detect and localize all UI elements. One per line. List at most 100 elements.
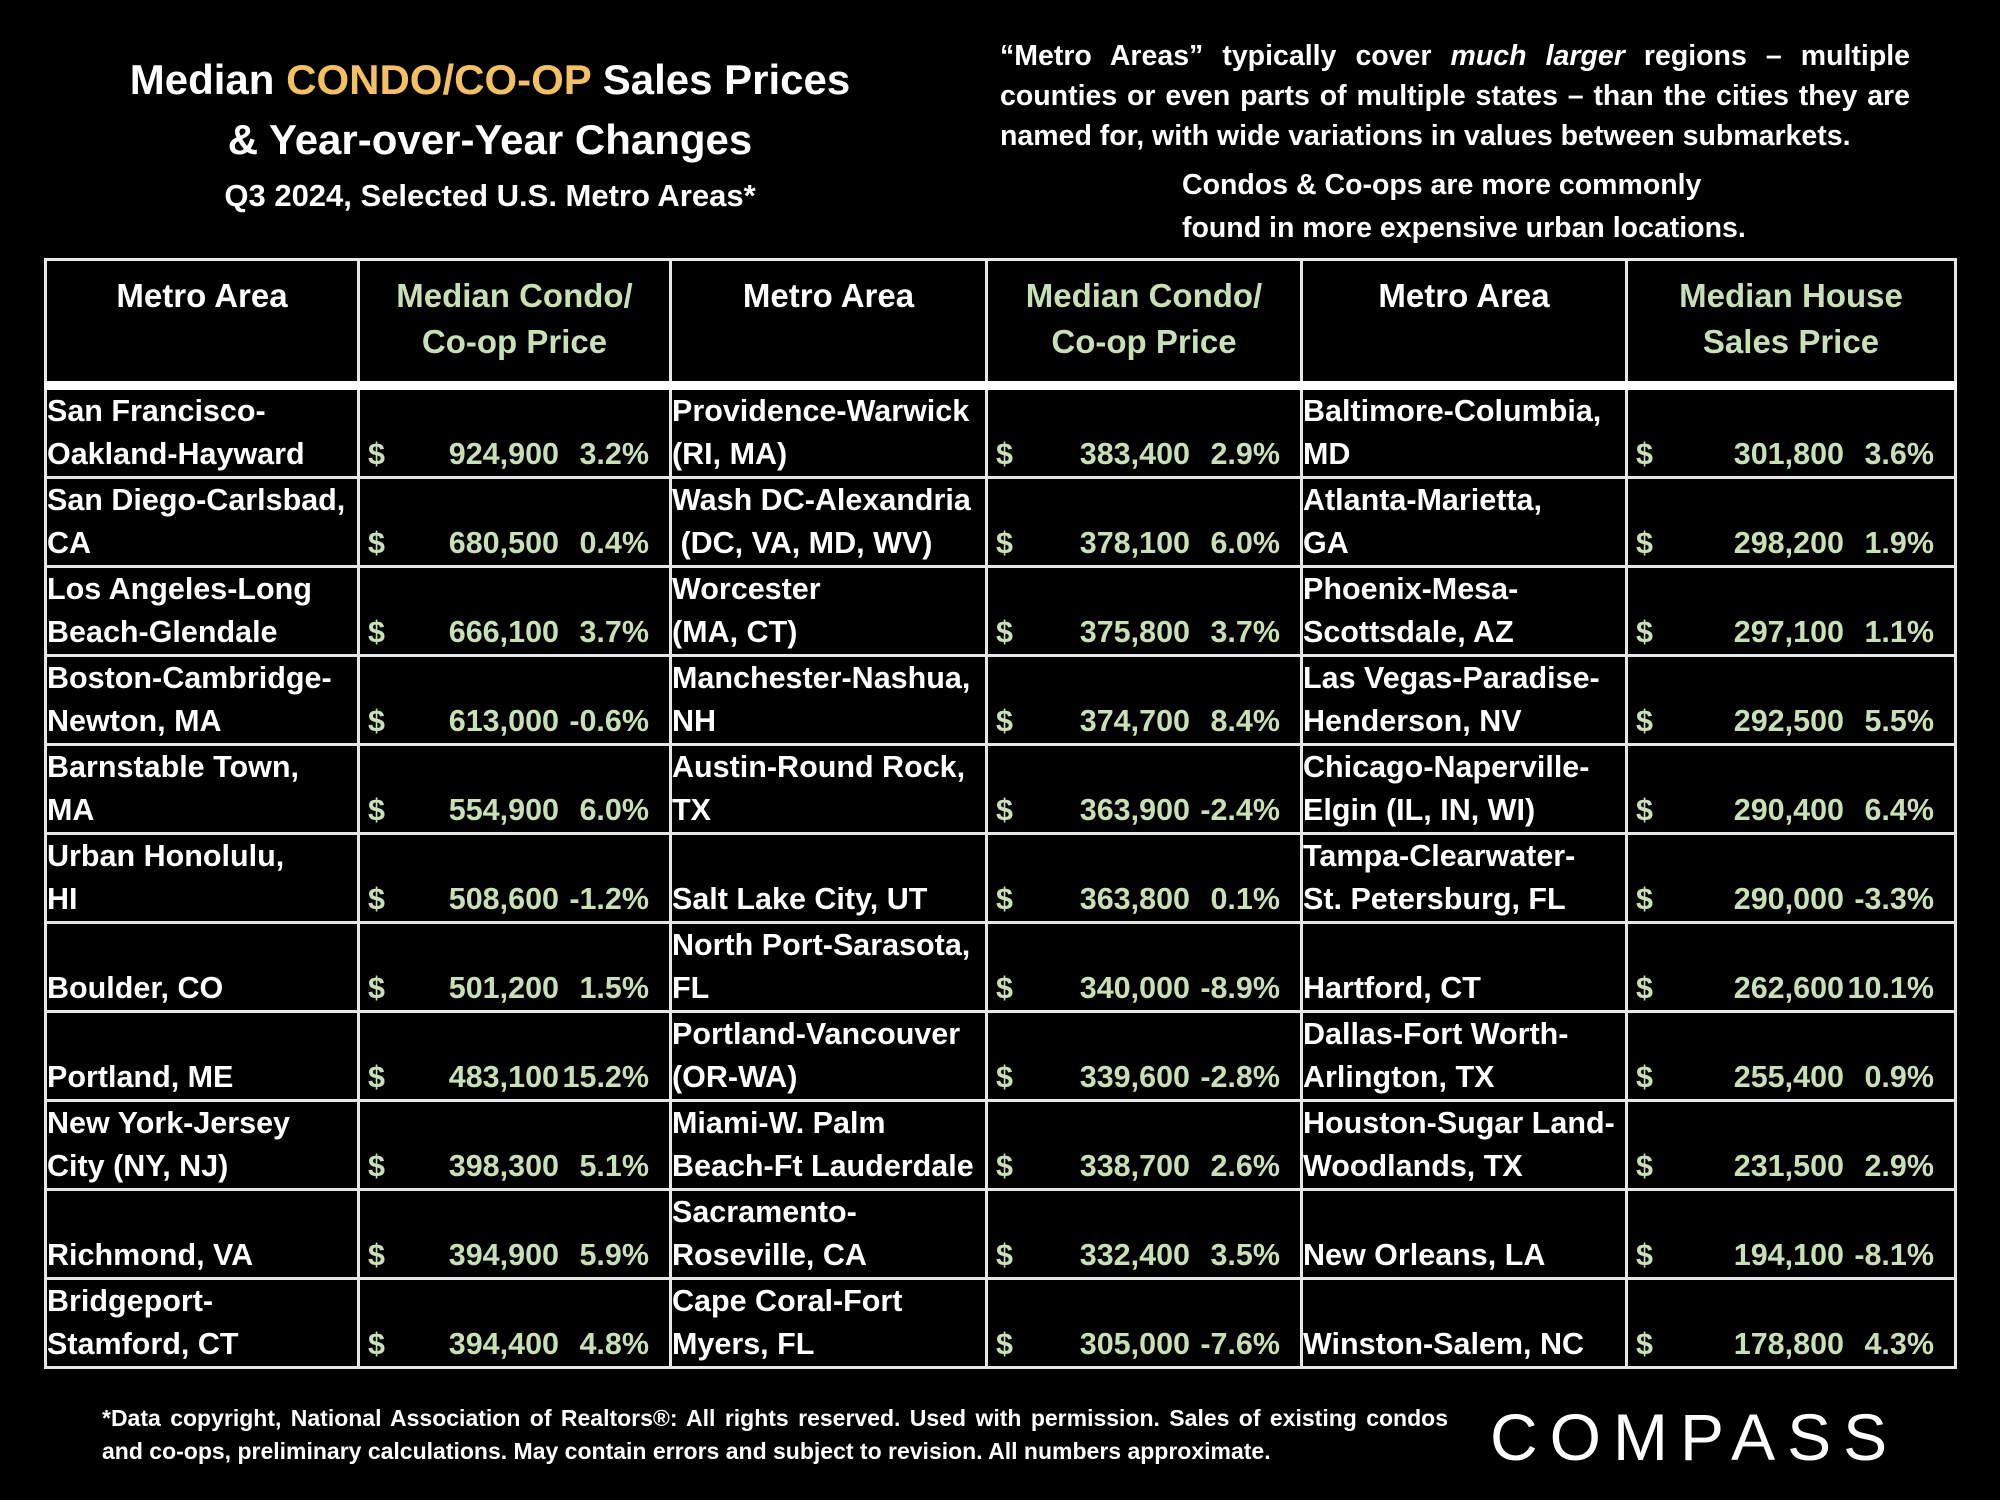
currency-symbol: $ [996, 437, 1013, 471]
yoy-change-value: 10.1% [1847, 971, 1934, 1005]
median-price-value: 378,100 [1079, 526, 1190, 560]
table-row: Richmond, VA $394,900 5.9% Sacramento- Rosev… [44, 1188, 1957, 1280]
currency-symbol: $ [368, 1060, 385, 1094]
metro-name-line2: Woodlands, TX [1303, 1149, 1523, 1183]
metro-area-cell: Boulder, CO [44, 921, 360, 1013]
metro-name-line2: Roseville, CA [672, 1238, 867, 1272]
yoy-change-value: -7.6% [1200, 1327, 1280, 1361]
price-cell: $292,500 5.5% [1625, 654, 1957, 746]
yoy-change-value: 5.5% [1864, 704, 1934, 738]
currency-symbol: $ [1636, 1060, 1653, 1094]
metro-name-line1: Boston-Cambridge- [47, 661, 332, 695]
compass-logo: COMPASS [1490, 1400, 1900, 1474]
metro-area-cell: Chicago-Naperville- Elgin (IL, IN, WI) [1300, 743, 1628, 835]
table-row: Boston-Cambridge- Newton, MA $613,000 -0.6%… [44, 654, 1957, 746]
yoy-change-value: 3.5% [1210, 1238, 1280, 1272]
yoy-change-value: 0.9% [1864, 1060, 1934, 1094]
price-cell: $483,100 15.2% [357, 1010, 672, 1102]
table-body: San Francisco- Oakland-Hayward $924,900 3.2… [44, 384, 1957, 1369]
median-price-value: 194,100 [1733, 1238, 1844, 1272]
metro-name-line2: (DC, VA, MD, WV) [672, 526, 933, 560]
yoy-change-value: 1.9% [1864, 526, 1934, 560]
price-cell: $554,900 6.0% [357, 743, 672, 835]
metro-name-line1: Los Angeles-Long [47, 572, 312, 606]
table-row: Barnstable Town, MA $554,900 6.0% Austin-Rou… [44, 743, 1957, 835]
price-cell: $398,300 5.1% [357, 1099, 672, 1191]
metro-name-line2: Hartford, CT [1303, 971, 1481, 1005]
metro-name-line1: Portland-Vancouver [672, 1017, 961, 1051]
yoy-change-value: -0.6% [569, 704, 649, 738]
metro-area-cell: Austin-Round Rock, TX [669, 743, 988, 835]
metro-name-line1: Baltimore-Columbia, [1303, 394, 1602, 428]
median-price-value: 340,000 [1079, 971, 1190, 1005]
median-price-value: 383,400 [1079, 437, 1190, 471]
metro-name-line1: Phoenix-Mesa- [1303, 572, 1519, 606]
table-header-row: Metro Area Median Condo/Co-op Price Metr… [44, 258, 1957, 390]
metro-name-line1 [1303, 1191, 1625, 1234]
metro-name-line1: Las Vegas-Paradise- [1303, 661, 1600, 695]
metro-area-cell: Atlanta-Marietta, GA [1300, 476, 1628, 568]
metro-name-line2: Beach-Ft Lauderdale [672, 1149, 974, 1183]
currency-symbol: $ [1636, 704, 1653, 738]
median-price-value: 290,400 [1733, 793, 1844, 827]
yoy-change-value: 4.8% [579, 1327, 649, 1361]
yoy-change-value: 0.1% [1210, 882, 1280, 916]
metro-area-cell: Wash DC-Alexandria (DC, VA, MD, WV) [669, 476, 988, 568]
price-cell: $231,500 2.9% [1625, 1099, 1957, 1191]
header-text: Metro Area [1378, 277, 1550, 314]
metro-area-cell: San Francisco- Oakland-Hayward [44, 384, 360, 479]
yoy-change-value: 5.1% [579, 1149, 649, 1183]
median-price-value: 255,400 [1733, 1060, 1844, 1094]
metro-area-cell: Cape Coral-Fort Myers, FL [669, 1277, 988, 1369]
header-text: Co-op Price [1051, 323, 1237, 360]
median-price-value: 483,100 [448, 1060, 559, 1094]
currency-symbol: $ [1636, 615, 1653, 649]
currency-symbol: $ [368, 704, 385, 738]
yoy-change-value: 15.2% [562, 1060, 649, 1094]
median-price-value: 301,800 [1733, 437, 1844, 471]
metro-name-line1: Providence-Warwick [672, 394, 970, 428]
median-price-value: 297,100 [1733, 615, 1844, 649]
yoy-change-value: 2.6% [1210, 1149, 1280, 1183]
metro-name-line2: (OR-WA) [672, 1060, 798, 1094]
median-price-value: 178,800 [1733, 1327, 1844, 1361]
metro-name-line1: Dallas-Fort Worth- [1303, 1017, 1569, 1051]
median-price-value: 363,800 [1079, 882, 1190, 916]
metro-name-line2: Newton, MA [47, 704, 222, 738]
price-cell: $924,900 3.2% [357, 384, 672, 479]
yoy-change-value: 3.7% [1210, 615, 1280, 649]
metro-name-line2: (MA, CT) [672, 615, 798, 649]
price-cell: $375,800 3.7% [985, 565, 1303, 657]
metro-area-cell: Richmond, VA [44, 1188, 360, 1280]
metro-name-line2: Beach-Glendale [47, 615, 278, 649]
title-block: Median CONDO/CO-OP Sales Prices & Year-o… [100, 50, 880, 220]
price-cell: $613,000 -0.6% [357, 654, 672, 746]
metro-area-cell: Winston-Salem, NC [1300, 1277, 1628, 1369]
median-price-value: 924,900 [448, 437, 559, 471]
metro-name-line1: Urban Honolulu, [47, 839, 285, 873]
metro-name-line2: (RI, MA) [672, 437, 788, 471]
metro-name-line2: Winston-Salem, NC [1303, 1327, 1585, 1361]
currency-symbol: $ [1636, 1238, 1653, 1272]
price-cell: $363,800 0.1% [985, 832, 1303, 924]
median-price-value: 262,600 [1733, 971, 1844, 1005]
metro-name-line2: Stamford, CT [47, 1327, 239, 1361]
metro-area-cell: Sacramento- Roseville, CA [669, 1188, 988, 1280]
metro-area-cell: Urban Honolulu, HI [44, 832, 360, 924]
currency-symbol: $ [1636, 882, 1653, 916]
price-cell: $340,000 -8.9% [985, 921, 1303, 1013]
metro-name-line2: Portland, ME [47, 1060, 234, 1094]
metro-areas-note: “Metro Areas” typically cover much large… [1000, 36, 1910, 156]
median-price-value: 394,400 [448, 1327, 559, 1361]
condo-location-note: Condos & Co-ops are more commonly found … [1182, 164, 1902, 250]
price-cell: $297,100 1.1% [1625, 565, 1957, 657]
price-cell: $255,400 0.9% [1625, 1010, 1957, 1102]
metro-name-line2: Richmond, VA [47, 1238, 254, 1272]
metro-name-line1: Wash DC-Alexandria [672, 483, 971, 517]
currency-symbol: $ [368, 437, 385, 471]
metro-area-cell: Bridgeport- Stamford, CT [44, 1277, 360, 1369]
metro-name-line1: Atlanta-Marietta, [1303, 483, 1542, 517]
metro-area-cell: Worcester (MA, CT) [669, 565, 988, 657]
yoy-change-value: 2.9% [1210, 437, 1280, 471]
table-row: New York-Jersey City (NY, NJ) $398,300 5.1%… [44, 1099, 1957, 1191]
